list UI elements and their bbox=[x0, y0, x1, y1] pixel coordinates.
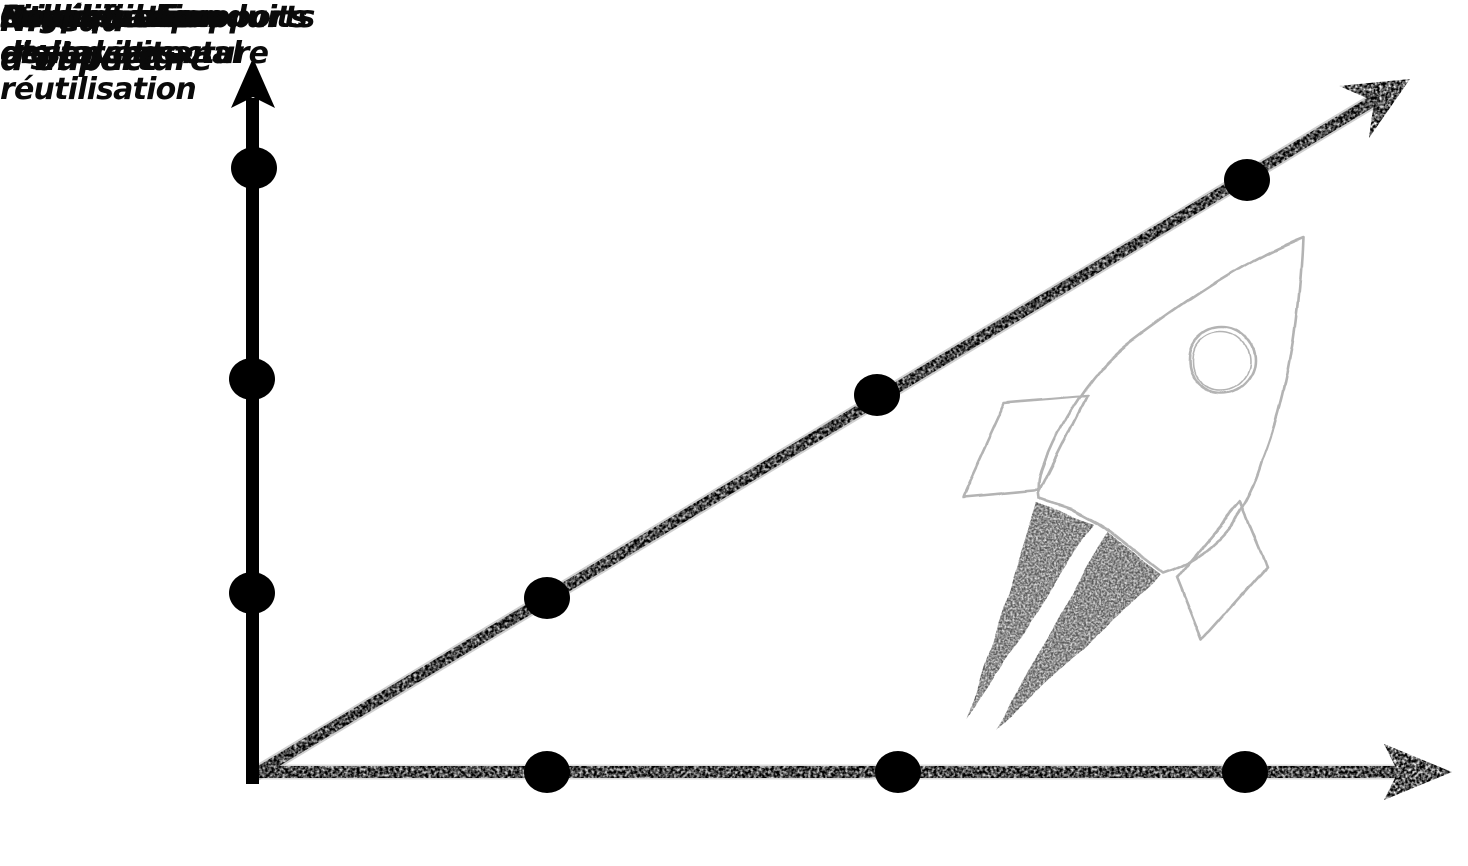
x-axis-dot-semipublic bbox=[875, 751, 921, 793]
trend-dot-produits bbox=[1224, 159, 1270, 201]
trend-dot-simplification bbox=[524, 577, 570, 619]
y-axis-title: Niveau d’impact bbox=[0, 0, 157, 78]
rocket-exhaust-flame-2 bbox=[996, 531, 1161, 730]
x-axis-title-line1: Niveau bbox=[0, 0, 125, 39]
y-axis-arrowhead bbox=[231, 58, 275, 108]
rocket-exhaust-flame-1 bbox=[968, 502, 1093, 718]
trend-label-supports-line2: digital et canal bbox=[0, 36, 242, 71]
x-axis-title-line2: d’ouverture bbox=[0, 39, 212, 78]
trend-label-produits-line2: et services bbox=[0, 36, 176, 71]
trend-line bbox=[249, 93, 1381, 781]
trend-label-produits: Nouveaux produits et services bbox=[0, 0, 308, 72]
trend-label-simplification-line1: Simplification bbox=[0, 0, 223, 35]
rocket-body bbox=[1037, 235, 1305, 575]
trend-dot-supports bbox=[854, 374, 900, 416]
rocket-fin-right bbox=[1175, 500, 1269, 642]
x-axis-arrowhead bbox=[1384, 744, 1452, 800]
y-axis-title-line2: d’impact bbox=[0, 39, 157, 78]
y-axis-dot-organisation bbox=[229, 572, 275, 614]
x-axis-dot-prive bbox=[524, 751, 570, 793]
trend-label-produits-line1: Nouveaux produits bbox=[0, 0, 308, 35]
trend-label-supports-line1: Nouveaux supports bbox=[0, 0, 315, 35]
trend-label-simplification-line3: réutilisation bbox=[0, 72, 197, 107]
y-axis-title-line1: Niveau bbox=[0, 0, 125, 39]
x-tick-prive: Privé bbox=[0, 0, 83, 35]
trend-label-simplification-line2: de l’architecture bbox=[0, 36, 269, 71]
x-tick-public: Public bbox=[0, 0, 98, 35]
x-axis-dot-public bbox=[1222, 751, 1268, 793]
x-tick-semipublic: Semi-public bbox=[0, 0, 191, 35]
trend-label-supports: Nouveaux supports digital et canal bbox=[0, 0, 315, 72]
rocket-icon bbox=[960, 235, 1305, 730]
trend-label-simplification: Simplification de l’architecture réutili… bbox=[0, 0, 269, 108]
rocket-window-inner bbox=[1191, 331, 1251, 391]
x-axis-title: Niveau d’ouverture bbox=[0, 0, 212, 78]
y-axis-dot-innovation bbox=[231, 147, 277, 189]
y-tick-innovation: Innovation bbox=[0, 0, 174, 35]
y-tick-collaboration: Collaboration bbox=[0, 0, 218, 35]
y-axis-line bbox=[246, 98, 259, 784]
y-axis-dot-collaboration bbox=[229, 358, 275, 400]
trend-arrowhead bbox=[1339, 79, 1410, 138]
y-tick-organisation: Organisation bbox=[0, 0, 210, 35]
rocket-window bbox=[1187, 325, 1257, 395]
rocket-fin-left bbox=[960, 394, 1089, 499]
